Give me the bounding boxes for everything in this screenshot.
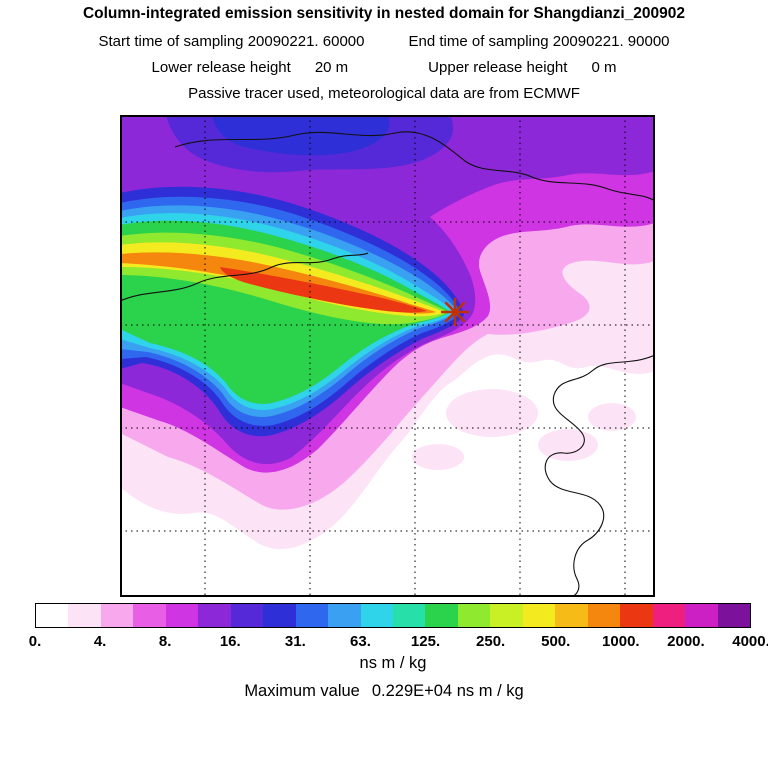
colorbar-segment xyxy=(295,604,329,627)
release-heights-line: Lower release height 20 m Upper release … xyxy=(0,59,768,76)
colorbar-tick-label: 31. xyxy=(284,633,306,650)
map-grid xyxy=(120,115,655,597)
colorbar-tick-label: 0. xyxy=(28,633,42,650)
sampling-end-text: End time of sampling 20090221. 90000 xyxy=(408,33,670,50)
colorbar-segment xyxy=(685,604,718,627)
colorbar-tick-label: 1000. xyxy=(602,633,640,650)
colorbar-segment xyxy=(587,604,621,627)
colorbar-segment xyxy=(165,604,199,627)
colorbar-segment xyxy=(230,604,264,627)
map-svg xyxy=(120,115,655,597)
max-value-label: Maximum value xyxy=(244,682,360,700)
upper-release-height-value: 0 m xyxy=(591,59,617,76)
colorbar-tick-label: 8. xyxy=(158,633,172,650)
colorbar-tick-label: 4. xyxy=(93,633,107,650)
tracer-meteo-line: Passive tracer used, meteorological data… xyxy=(188,85,580,102)
coastline-bohai xyxy=(544,354,655,597)
lower-release-height-label: Lower release height xyxy=(151,59,291,76)
colorbar xyxy=(35,603,751,628)
lower-release-height-value: 20 m xyxy=(314,59,349,76)
colorbar-tick-label: 125. xyxy=(410,633,441,650)
colorbar-tick-label: 4000. xyxy=(732,633,768,650)
colorbar-segment xyxy=(392,604,426,627)
sampling-start-text: Start time of sampling 20090221. 60000 xyxy=(98,33,365,50)
colorbar-tick-label: 250. xyxy=(476,633,506,650)
max-value-text: 0.229E+04 ns m / kg xyxy=(371,682,524,700)
border-line-west xyxy=(120,252,369,302)
upper-release-height-label: Upper release height xyxy=(428,59,568,76)
colorbar-segment xyxy=(263,604,296,627)
map-frame xyxy=(120,115,655,597)
colorbar-segment xyxy=(457,604,491,627)
receptor-marker-icon xyxy=(440,297,470,327)
colorbar-segment xyxy=(522,604,556,627)
colorbar-segment xyxy=(68,604,101,627)
colorbar-ticks: 0. 4. 8. 16. 31. 63. 125. 250. 500. 1000. 2000. 400… xyxy=(29,633,768,651)
max-value-line: Maximum value 0.229E+04 ns m / kg xyxy=(0,682,768,701)
pale-patch xyxy=(412,444,464,470)
colorbar-segment xyxy=(198,604,231,627)
sensitivity-map xyxy=(120,115,655,597)
colorbar-tick-label: 16. xyxy=(219,633,241,650)
colorbar-tick-label: 63. xyxy=(350,633,371,650)
contour-top-blue-core xyxy=(212,115,390,156)
colorbar-segment xyxy=(328,604,361,627)
colorbar-segment xyxy=(425,604,458,627)
coastlines xyxy=(120,131,655,597)
colorbar-segment xyxy=(360,604,393,627)
colorbar-segment xyxy=(652,604,686,627)
sampling-times-line: Start time of sampling 20090221. 60000 E… xyxy=(0,33,768,50)
upper-release-height: Upper release height 0 m xyxy=(428,59,616,76)
colorbar-segments xyxy=(36,604,750,627)
colorbar-tick-label: 2000. xyxy=(667,633,705,650)
lower-release-height: Lower release height 20 m xyxy=(152,59,349,76)
colorbar-tick-label: 500. xyxy=(541,633,571,650)
colorbar-segment xyxy=(133,604,166,627)
colorbar-segment xyxy=(36,604,69,627)
colorbar-units-label: ns m / kg xyxy=(359,654,427,672)
contour-red xyxy=(220,267,427,313)
colorbar-segment xyxy=(620,604,653,627)
pale-patch xyxy=(446,389,538,437)
colorbar-segment xyxy=(717,604,750,627)
page-title: Column-integrated emission sensitivity i… xyxy=(82,5,686,22)
colorbar-segment xyxy=(490,604,523,627)
pale-patch xyxy=(588,403,636,431)
pale-patch xyxy=(538,429,598,461)
colorbar-segment xyxy=(555,604,588,627)
border-line-north xyxy=(174,131,655,202)
colorbar-segment xyxy=(100,604,134,627)
